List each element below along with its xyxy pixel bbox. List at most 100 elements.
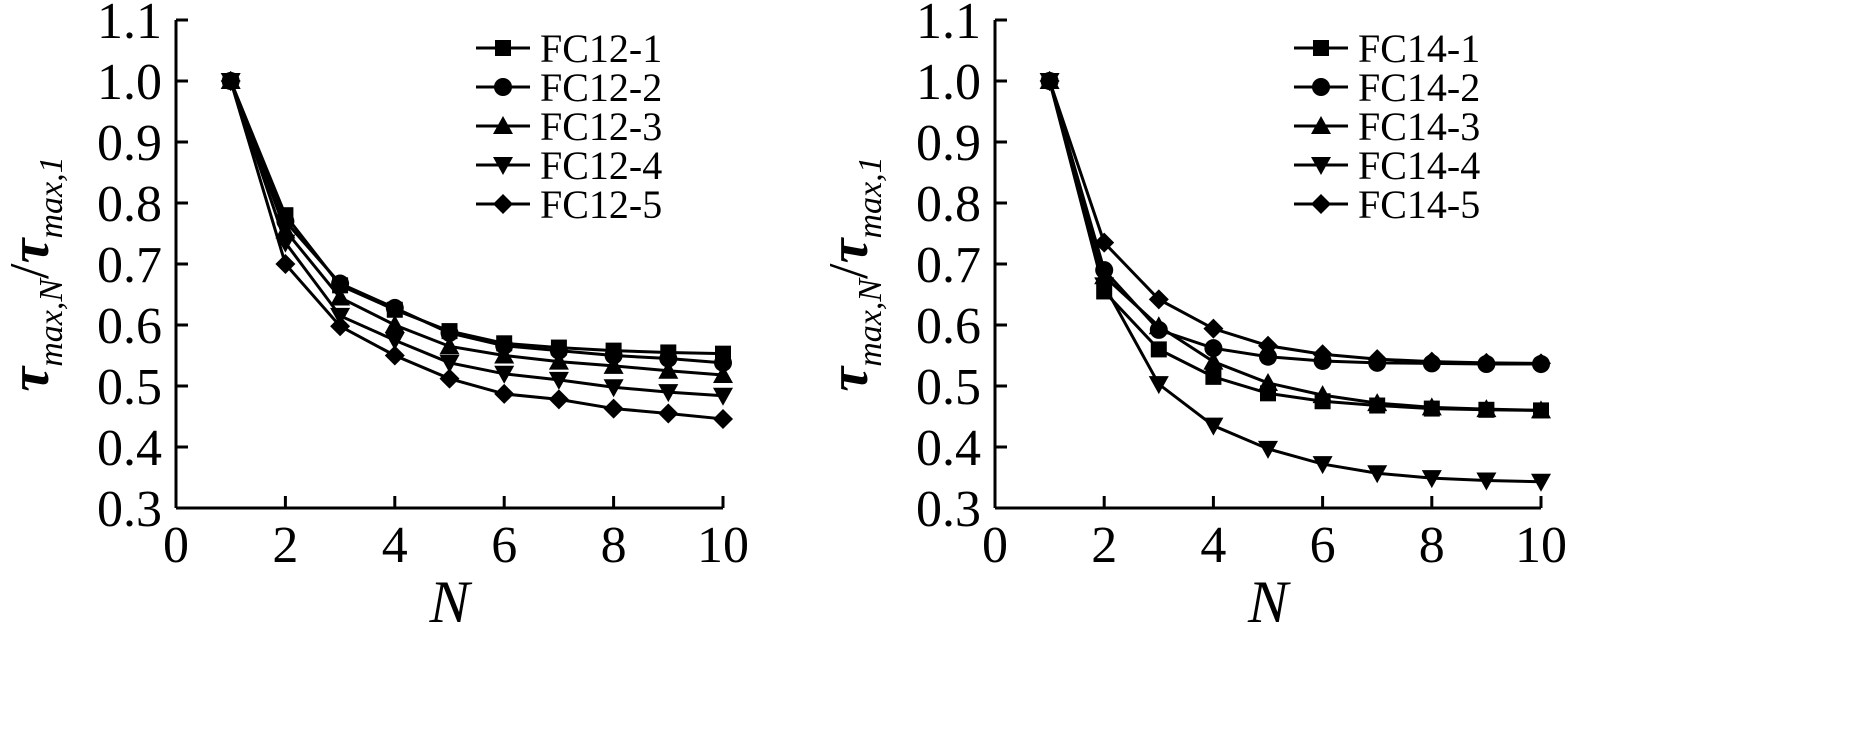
data-point-FC14-5 bbox=[1476, 352, 1497, 373]
data-point-FC14-3 bbox=[1203, 351, 1224, 370]
data-point-FC14-5 bbox=[1039, 71, 1060, 91]
legend-label: FC14-3 bbox=[1358, 104, 1480, 149]
y-tick-label: 0.3 bbox=[97, 481, 162, 538]
legend-marker bbox=[1312, 78, 1330, 96]
data-point-FC12-3 bbox=[658, 360, 679, 379]
data-point-FC14-4 bbox=[1203, 417, 1224, 436]
data-point-FC12-2 bbox=[659, 349, 678, 368]
data-point-FC12-4 bbox=[713, 387, 733, 406]
y-tick-label: 0.8 bbox=[97, 176, 162, 233]
data-point-FC12-5 bbox=[548, 389, 569, 410]
data-point-FC14-5 bbox=[1367, 349, 1388, 370]
y-axis-label-subscript: max,1 bbox=[33, 156, 70, 238]
y-tick-label: 0.8 bbox=[916, 176, 981, 233]
data-point-FC12-4 bbox=[494, 365, 515, 384]
data-point-FC14-4 bbox=[1476, 472, 1497, 491]
x-tick-label: 2 bbox=[1091, 517, 1117, 574]
x-tick-label: 6 bbox=[491, 517, 517, 574]
y-axis-label-symbol: τ bbox=[818, 365, 880, 392]
data-point-FC14-3 bbox=[1476, 399, 1497, 418]
data-point-FC12-2 bbox=[385, 298, 404, 317]
legend-label: FC12-5 bbox=[540, 182, 662, 227]
data-point-FC14-4 bbox=[1421, 470, 1442, 489]
data-point-FC12-5 bbox=[275, 254, 296, 274]
x-tick-label: 2 bbox=[272, 517, 298, 574]
legend-marker bbox=[1313, 40, 1329, 56]
y-tick-label: 0.7 bbox=[916, 237, 981, 294]
data-point-FC14-4 bbox=[1312, 456, 1333, 475]
legend-label: FC14-2 bbox=[1358, 65, 1480, 110]
y-axis-label: τmax,N/τmax,1 bbox=[818, 156, 889, 391]
data-point-FC12-3 bbox=[384, 315, 405, 333]
data-point-FC14-5 bbox=[1094, 232, 1115, 253]
data-point-FC14-5 bbox=[1203, 318, 1224, 339]
data-point-FC12-5 bbox=[713, 408, 733, 429]
data-point-FC12-5 bbox=[603, 398, 624, 419]
legend-label: FC12-3 bbox=[540, 104, 662, 149]
legend-label: FC14-4 bbox=[1358, 143, 1480, 188]
y-axis-label-subscript: max,N bbox=[33, 277, 70, 367]
y-tick-label: 0.5 bbox=[916, 359, 981, 416]
x-tick-label: 4 bbox=[1200, 517, 1226, 574]
x-tick-label: 0 bbox=[982, 517, 1008, 574]
series-line-FC12-5 bbox=[229, 80, 724, 421]
x-axis-label: N bbox=[1247, 569, 1291, 635]
y-tick-label: 0.7 bbox=[97, 237, 162, 294]
data-point-FC14-5 bbox=[1421, 351, 1442, 372]
legend-marker bbox=[1311, 157, 1331, 175]
data-point-FC12-3 bbox=[603, 355, 624, 374]
x-tick-label: 0 bbox=[163, 517, 189, 574]
y-tick-label: 1.1 bbox=[916, 0, 981, 50]
legend-marker bbox=[493, 116, 513, 134]
data-point-FC12-2 bbox=[714, 353, 732, 372]
x-tick-label: 8 bbox=[601, 517, 627, 574]
data-point-FC12-4 bbox=[548, 371, 569, 390]
data-point-FC12-4 bbox=[384, 332, 405, 351]
y-tick-label: 0.6 bbox=[97, 298, 162, 355]
data-point-FC14-1 bbox=[1150, 341, 1167, 358]
data-point-FC14-4 bbox=[1094, 277, 1115, 296]
y-tick-label: 0.9 bbox=[916, 115, 981, 172]
y-tick-label: 0.3 bbox=[916, 481, 981, 538]
data-point-FC14-3 bbox=[1531, 400, 1551, 419]
y-axis-label-symbol: τ bbox=[0, 236, 61, 263]
legend-marker bbox=[495, 40, 511, 56]
data-point-FC14-4 bbox=[1148, 376, 1169, 395]
legend-marker bbox=[493, 157, 513, 175]
x-tick-label: 10 bbox=[1515, 517, 1567, 574]
y-axis-label-slash: / bbox=[0, 263, 61, 279]
y-tick-label: 0.5 bbox=[97, 359, 162, 416]
series-line-FC14-4 bbox=[1048, 80, 1542, 484]
data-point-FC14-4 bbox=[1531, 473, 1551, 492]
y-axis-label: τmax,N/τmax,1 bbox=[0, 156, 70, 391]
legend-label: FC12-2 bbox=[540, 65, 662, 110]
chart-panel-1: 0 2 4 6 8 100.30.40.50.60.70.80.91.01.1Nτmax,… bbox=[0, 0, 749, 635]
legend-label: FC14-1 bbox=[1358, 26, 1480, 71]
legend-marker bbox=[494, 78, 512, 96]
chart-panel-2: 0 2 4 6 8 100.30.40.50.60.70.80.91.01.1Nτmax,… bbox=[818, 0, 1567, 635]
data-point-FC12-3 bbox=[548, 351, 569, 370]
data-point-FC14-5 bbox=[1258, 335, 1278, 356]
legend-marker bbox=[1311, 194, 1331, 214]
series-line-FC12-3 bbox=[229, 80, 724, 377]
x-tick-label: 4 bbox=[382, 517, 408, 574]
y-tick-label: 1.1 bbox=[97, 0, 162, 50]
data-point-FC14-5 bbox=[1312, 344, 1333, 365]
data-point-FC12-3 bbox=[330, 287, 351, 306]
x-axis-label: N bbox=[428, 569, 472, 635]
data-point-FC14-3 bbox=[1312, 385, 1333, 404]
y-axis-label-subscript: max,N bbox=[852, 277, 889, 367]
y-tick-label: 0.6 bbox=[916, 298, 981, 355]
y-tick-label: 0.4 bbox=[916, 420, 981, 477]
data-point-FC12-4 bbox=[603, 379, 624, 398]
series-line-FC14-5 bbox=[1048, 80, 1542, 365]
data-point-FC14-3 bbox=[1258, 372, 1278, 391]
data-point-FC12-2 bbox=[549, 341, 568, 360]
data-point-FC14-5 bbox=[1531, 353, 1551, 374]
data-point-FC12-5 bbox=[384, 345, 405, 366]
data-point-FC12-4 bbox=[658, 384, 679, 403]
data-point-FC12-3 bbox=[275, 220, 296, 239]
data-point-FC14-2 bbox=[1204, 339, 1223, 358]
legend-marker bbox=[1311, 116, 1331, 134]
